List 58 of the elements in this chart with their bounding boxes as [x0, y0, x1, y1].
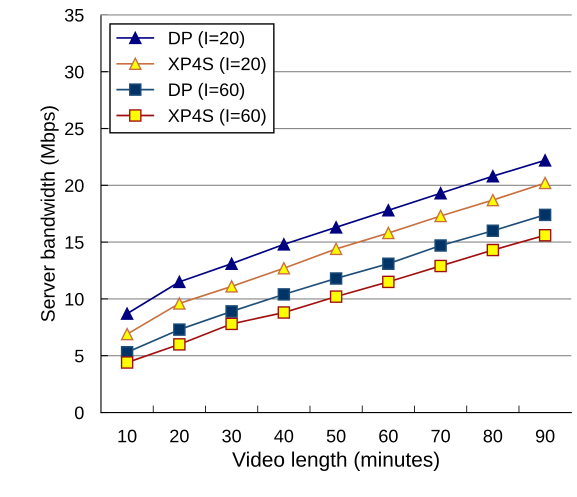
point [173, 297, 186, 310]
point [173, 276, 186, 288]
y-tick-label: 15 [66, 236, 84, 249]
x-axis-title: Video length (minutes) [232, 452, 439, 471]
point [486, 194, 500, 206]
point [225, 305, 238, 318]
point [225, 257, 238, 270]
point [278, 306, 290, 319]
point [278, 238, 290, 251]
legend-label: DP (I=20) [169, 31, 244, 48]
point [330, 290, 342, 303]
x-tick-label: 90 [536, 430, 554, 442]
point [434, 239, 447, 252]
point [278, 288, 290, 301]
y-tick-label: 35 [64, 8, 84, 22]
point [225, 318, 238, 330]
point [434, 260, 447, 272]
point [538, 229, 552, 242]
legend-label: XP4S (I=20) [168, 57, 266, 74]
y-tick-label: 20 [65, 179, 84, 192]
point [173, 323, 186, 336]
point [382, 257, 395, 270]
point [330, 221, 342, 234]
x-tick-label: 50 [326, 430, 346, 442]
x-tick-label: 70 [431, 430, 450, 442]
x-tick-label: 80 [484, 430, 502, 442]
point [382, 276, 395, 288]
point [538, 154, 552, 167]
y-tick-label: 30 [64, 66, 84, 78]
point [538, 176, 552, 190]
point [120, 328, 134, 340]
point [538, 208, 552, 222]
point [382, 226, 395, 240]
y-tick-label: 0 [74, 406, 84, 420]
y-axis-title: Server bandwidth (Mbps) [40, 106, 59, 322]
x-tick-label: 20 [170, 430, 189, 442]
point [486, 170, 500, 182]
point [120, 356, 134, 369]
point [278, 262, 290, 274]
point [330, 272, 342, 285]
legend-label: XP4S (I=60) [168, 108, 266, 126]
point [382, 204, 395, 217]
point [434, 210, 447, 222]
x-tick-label: 30 [222, 430, 241, 442]
point [173, 338, 186, 351]
y-tick-label: 5 [74, 350, 84, 362]
y-tick-label: 25 [65, 122, 84, 136]
point [434, 187, 447, 200]
y-tick-label: 10 [66, 292, 84, 306]
point [120, 307, 134, 320]
x-tick-label: 10 [118, 430, 136, 442]
point [330, 242, 342, 256]
point [225, 280, 238, 293]
point [486, 224, 500, 237]
legend-label: DP (I=60) [169, 82, 244, 100]
x-tick-label: 40 [274, 430, 294, 442]
x-tick-label: 60 [379, 430, 398, 442]
point [486, 244, 500, 256]
